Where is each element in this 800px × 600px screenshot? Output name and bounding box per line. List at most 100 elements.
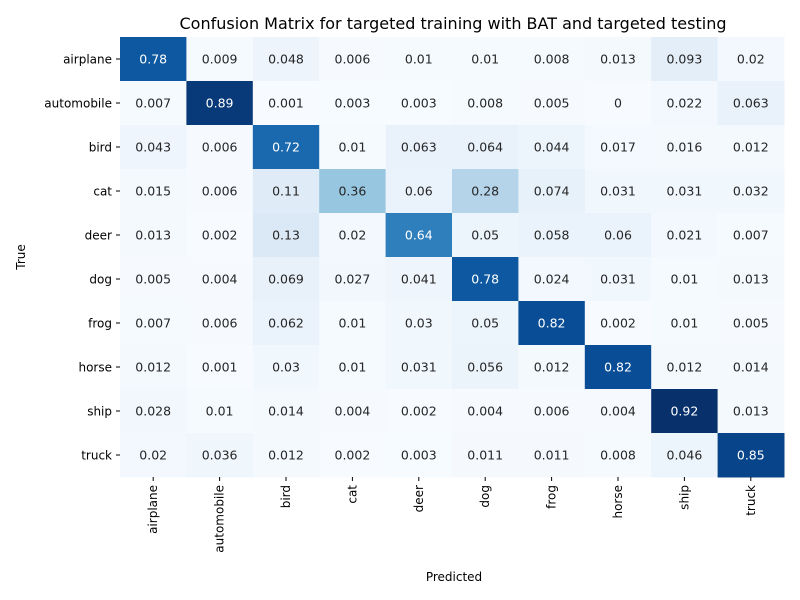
cell-value-label: 0.012 [733, 140, 769, 155]
heatmap-cell [651, 433, 719, 478]
cell-value-label: 0.001 [202, 360, 238, 375]
heatmap-cell [252, 389, 320, 434]
cell-value-label: 0.007 [135, 96, 171, 111]
cell-value-label: 0.01 [338, 360, 366, 375]
cell-value-label: 0.01 [405, 52, 433, 67]
cell-value-label: 0.005 [733, 316, 769, 331]
cell-value-label: 0.008 [534, 52, 570, 67]
heatmap-cell [452, 257, 519, 302]
cell-value-label: 0.78 [139, 52, 167, 67]
x-tick-label: frog [545, 485, 559, 509]
cell-value-label: 0.031 [600, 184, 636, 199]
cell-value-label: 0.02 [139, 448, 167, 463]
heatmap-cell [717, 345, 785, 390]
heatmap-cell [385, 125, 453, 170]
heatmap-cell [584, 81, 652, 126]
cell-value-label: 0.005 [135, 272, 171, 287]
cell-value-label: 0.82 [604, 360, 632, 375]
heatmap-cell [452, 37, 519, 82]
heatmap-cell [518, 257, 586, 302]
heatmap-cell [120, 81, 187, 126]
cell-value-label: 0.064 [467, 140, 503, 155]
heatmap-cell [186, 389, 254, 434]
cell-value-label: 0.013 [600, 52, 636, 67]
cell-value-label: 0.028 [135, 404, 171, 419]
cell-value-label: 0.003 [335, 96, 371, 111]
heatmap-cell [186, 257, 254, 302]
cell-value-label: 0.008 [467, 96, 503, 111]
cell-value-label: 0.01 [670, 272, 698, 287]
cell-value-label: 0.069 [268, 272, 304, 287]
cell-value-label: 0.032 [733, 184, 769, 199]
cell-value-label: 0.05 [471, 228, 499, 243]
heatmap-cell [252, 301, 320, 346]
cell-value-label: 0.01 [338, 140, 366, 155]
cell-value-label: 0.014 [268, 404, 304, 419]
cell-value-label: 0.063 [401, 140, 437, 155]
y-tick-label: horse [78, 361, 112, 375]
axis-ticks: airplane automobile bird cat deer dog frog hors… [44, 53, 758, 553]
cell-value-label: 0.043 [135, 140, 171, 155]
heatmap-cell [584, 125, 652, 170]
x-tick-label: ship [677, 485, 691, 510]
heatmap-cell [518, 81, 586, 126]
x-tick-label: cat [345, 485, 359, 504]
cell-value-label: 0.002 [335, 448, 371, 463]
cell-value-label: 0.021 [667, 228, 703, 243]
heatmap-cell [452, 213, 519, 258]
y-tick-label: deer [85, 229, 112, 243]
heatmap-cell [584, 433, 652, 478]
cell-value-label: 0.013 [733, 404, 769, 419]
cell-value-label: 0.002 [401, 404, 437, 419]
heatmap-cell [385, 345, 453, 390]
y-tick-label: frog [88, 317, 112, 331]
heatmap-cell [584, 257, 652, 302]
heatmap-cell [319, 301, 387, 346]
heatmap-cell [385, 81, 453, 126]
heatmap-cell [651, 213, 719, 258]
cell-value-label: 0.031 [401, 360, 437, 375]
heatmap-cell [186, 125, 254, 170]
heatmap-cell [186, 81, 254, 126]
heatmap-cell [452, 345, 519, 390]
cell-value-label: 0.01 [471, 52, 499, 67]
x-tick-label: automobile [213, 485, 227, 553]
cell-value-label: 0.012 [135, 360, 171, 375]
heatmap-cell [452, 169, 519, 214]
cell-value-label: 0.041 [401, 272, 437, 287]
heatmap-cell [717, 169, 785, 214]
cell-value-label: 0.027 [335, 272, 371, 287]
heatmap-cell [717, 213, 785, 258]
cell-value-label: 0.01 [670, 316, 698, 331]
heatmap-cell [452, 301, 519, 346]
heatmap-cell [518, 37, 586, 82]
heatmap-cell [651, 169, 719, 214]
heatmap-cell [518, 301, 586, 346]
cell-value-label: 0.82 [538, 316, 566, 331]
heatmap-cell [120, 389, 187, 434]
cell-value-label: 0.89 [206, 96, 234, 111]
chart-title: Confusion Matrix for targeted training w… [180, 14, 727, 33]
cell-value-label: 0.03 [405, 316, 433, 331]
heatmap-cell [717, 301, 785, 346]
cell-value-label: 0.022 [667, 96, 703, 111]
cell-value-label: 0.001 [268, 96, 304, 111]
cell-value-label: 0.011 [467, 448, 503, 463]
cell-value-label: 0.009 [202, 52, 238, 67]
heatmap-cell [252, 169, 320, 214]
heatmap-cell [319, 37, 387, 82]
heatmap-cell [651, 345, 719, 390]
x-tick-label: horse [611, 485, 625, 519]
heatmap-cell [651, 125, 719, 170]
cell-value-label: 0.036 [202, 448, 238, 463]
cell-value-label: 0.012 [268, 448, 304, 463]
heatmap-cell [717, 81, 785, 126]
heatmap-cell [717, 257, 785, 302]
cell-value-label: 0.005 [534, 96, 570, 111]
cell-value-label: 0.062 [268, 316, 304, 331]
heatmap-cell [651, 37, 719, 82]
x-tick-label: dog [478, 485, 492, 508]
cell-value-label: 0.64 [405, 228, 433, 243]
heatmap-cell [518, 125, 586, 170]
